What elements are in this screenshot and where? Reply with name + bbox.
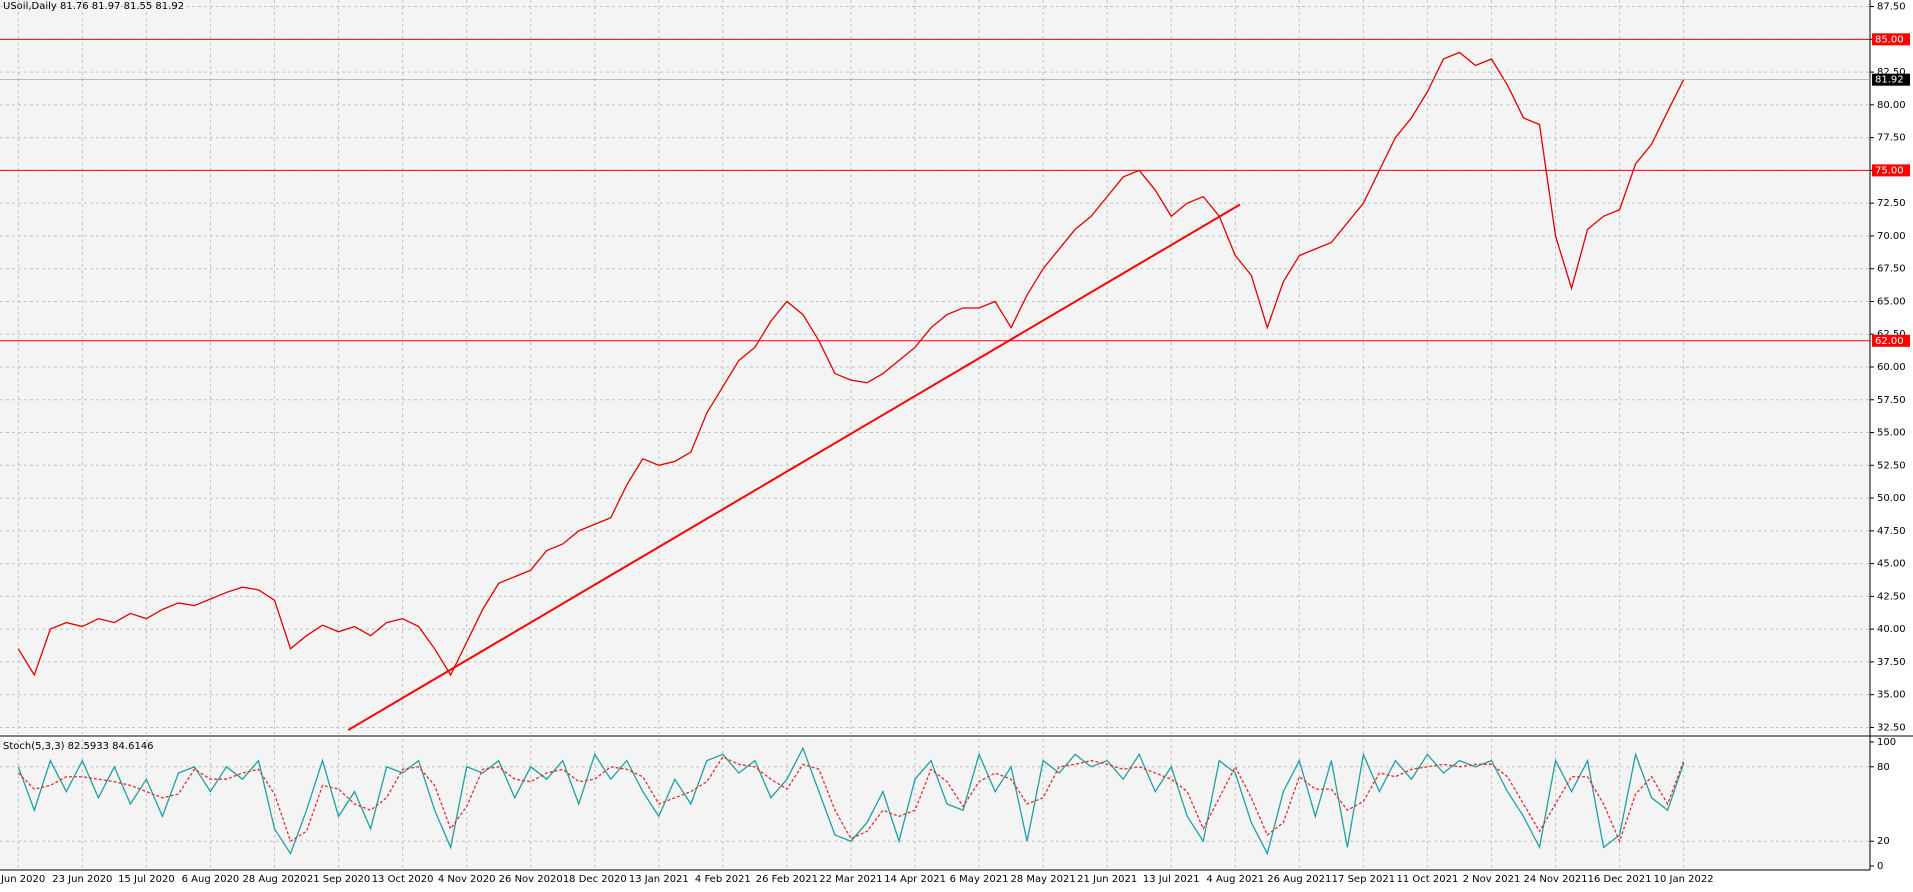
y-tick-label: 70.00 [1877,231,1906,242]
x-tick-label: 2 Nov 2021 [1463,874,1521,885]
price-line [17,51,1685,677]
x-tick-label: 22 Mar 2021 [819,874,882,885]
y-tick-label: 87.50 [1877,2,1906,13]
stoch-pane [0,739,1870,870]
level-tag [1872,334,1910,347]
x-tick-label: 4 Aug 2021 [1206,874,1264,885]
x-tick-label: 13 Jul 2021 [1143,874,1200,885]
price-tag-label: 81.92 [1875,75,1904,86]
x-tick-label: 17 Sep 2021 [1332,874,1395,885]
x-tick-label: 15 Jul 2020 [118,874,175,885]
x-tick-label: 26 Feb 2021 [756,874,818,885]
x-tick-label: 26 Aug 2021 [1267,874,1331,885]
stoch-tick-label: 20 [1877,836,1890,847]
level-label: 85.00 [1875,34,1904,45]
x-tick-label: 13 Jan 2021 [629,874,689,885]
x-tick-label: 26 Nov 2020 [499,874,563,885]
stoch-line [17,756,1685,844]
x-tick-label: 23 Jun 2020 [52,874,112,885]
y-tick-label: 42.50 [1877,591,1906,602]
trendline [347,203,1241,731]
y-tick-label: 67.50 [1877,264,1906,275]
y-tick-label: 72.50 [1877,198,1906,209]
y-tick-label: 45.00 [1877,559,1906,570]
x-tick-label: 16 Dec 2021 [1588,874,1652,885]
chart-title: USoil,Daily 81.76 81.97 81.55 81.92 [3,1,184,12]
stoch-line [17,746,1685,856]
x-tick-label: 10 Jan 2022 [1654,874,1714,885]
x-tick-label: 28 Aug 2020 [242,874,306,885]
y-tick-label: 37.50 [1877,657,1906,668]
y-tick-label: 50.00 [1877,493,1906,504]
y-tick-label: 82.50 [1877,67,1906,78]
x-tick-label: 13 Oct 2020 [372,874,434,885]
x-tick-label: 18 Dec 2020 [563,874,627,885]
x-tick-label: 4 Nov 2020 [438,874,496,885]
level-label: 75.00 [1875,165,1904,176]
x-tick-label: 11 Oct 2021 [1397,874,1459,885]
level-tag [1872,33,1910,46]
y-tick-label: 32.50 [1877,722,1906,733]
x-tick-label: 1 Jun 2020 [0,874,45,885]
x-tick-label: 24 Nov 2021 [1524,874,1588,885]
y-tick-label: 35.00 [1877,690,1906,701]
y-tick-label: 65.00 [1877,296,1906,307]
level-label: 62.00 [1875,336,1904,347]
stoch-title: Stoch(5,3,3) 82.5933 84.6146 [3,741,154,752]
x-tick-label: 21 Sep 2020 [307,874,370,885]
y-tick-label: 60.00 [1877,362,1906,373]
main-pane [0,0,1870,734]
x-tick-label: 21 Jun 2021 [1077,874,1137,885]
price-tag [1872,73,1910,86]
x-tick-label: 28 May 2021 [1011,874,1076,885]
stoch-tick-label: 100 [1877,737,1896,748]
x-tick-label: 6 May 2021 [950,874,1009,885]
x-tick-label: 4 Feb 2021 [695,874,751,885]
y-tick-label: 52.50 [1877,460,1906,471]
stoch-tick-label: 0 [1877,861,1883,872]
y-tick-label: 80.00 [1877,100,1906,111]
y-tick-label: 62.50 [1877,329,1906,340]
y-tick-label: 40.00 [1877,624,1906,635]
y-tick-label: 55.00 [1877,428,1906,439]
y-tick-label: 47.50 [1877,526,1906,537]
x-tick-label: 14 Apr 2021 [884,874,946,885]
level-tag [1872,164,1910,177]
x-tick-label: 6 Aug 2020 [182,874,240,885]
y-tick-label: 77.50 [1877,133,1906,144]
y-tick-label: 57.50 [1877,395,1906,406]
stoch-tick-label: 80 [1877,762,1890,773]
